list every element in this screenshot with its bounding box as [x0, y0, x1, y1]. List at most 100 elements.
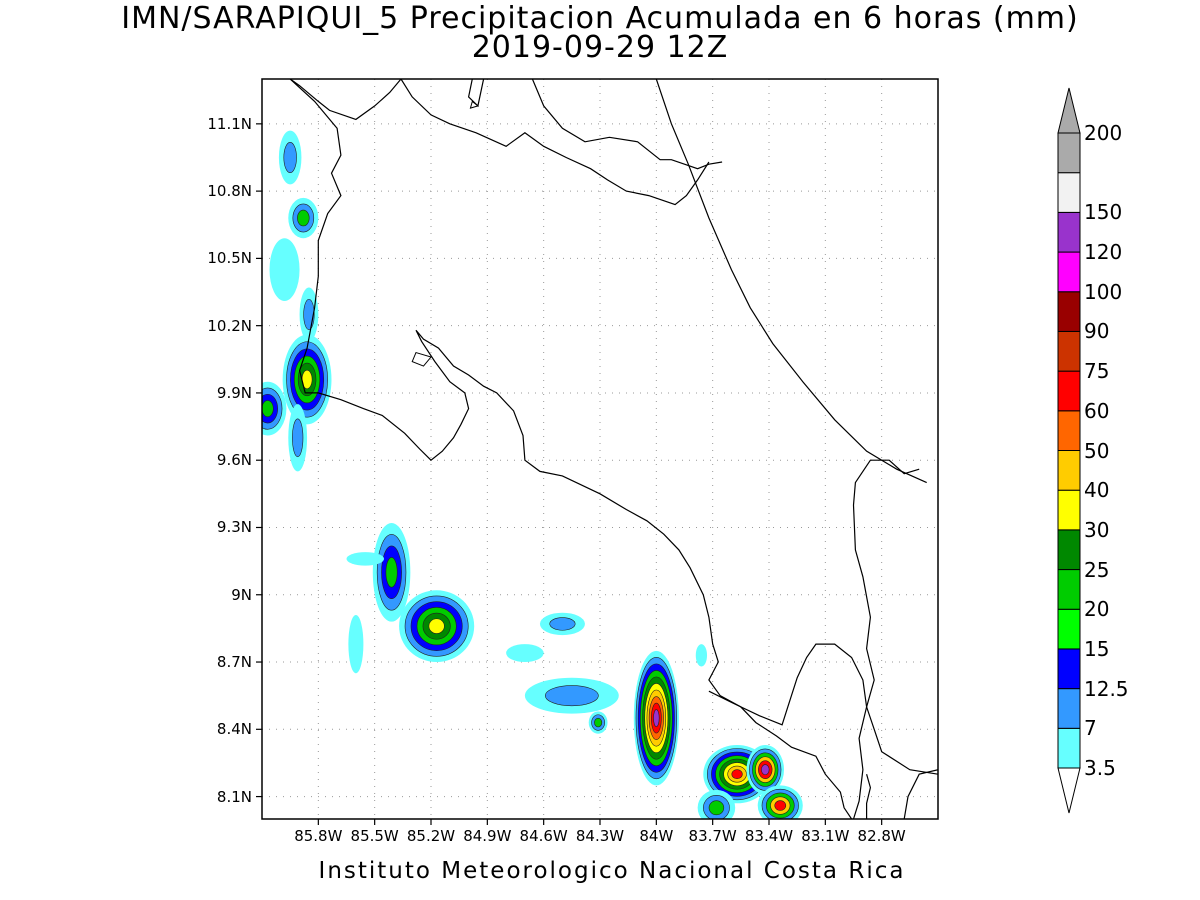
precip-contour — [283, 141, 297, 173]
precip-cell — [506, 644, 544, 663]
plot-frame — [261, 78, 939, 820]
lat-tick-label: 10.5N — [207, 249, 252, 268]
lat-tick-label: 9.3N — [216, 518, 252, 537]
colorbar-swatch — [1057, 489, 1081, 531]
precip-cell — [372, 523, 411, 622]
precip-cell — [288, 197, 319, 239]
lat-tick-label: 10.8N — [207, 182, 252, 201]
chart-subtitle-date: 2019-09-29 12Z — [471, 30, 729, 65]
precip-cell — [757, 785, 803, 819]
precip-contour — [297, 209, 310, 227]
precip-contour — [653, 709, 660, 727]
colorbar-swatch — [1057, 251, 1081, 293]
precip-contour — [549, 617, 576, 631]
colorbar-label: 12.5 — [1084, 676, 1129, 701]
colorbar-swatch — [1057, 688, 1081, 729]
colorbar-swatch — [1057, 172, 1081, 213]
precip-cell — [399, 590, 475, 663]
lat-tick-label: 8.4N — [216, 720, 252, 739]
colorbar-under-triangle — [1057, 767, 1081, 814]
precip-cell — [588, 711, 608, 734]
colorbar-label: 3.5 — [1084, 756, 1116, 780]
colorbar-swatch — [1057, 648, 1081, 690]
colorbar-label: 75 — [1084, 359, 1110, 384]
coastline — [708, 643, 938, 775]
colorbar — [1057, 87, 1081, 814]
precip-cell — [348, 614, 364, 674]
precip-contour — [348, 614, 364, 674]
coastline — [903, 769, 938, 819]
coastline — [289, 79, 853, 819]
lon-tick-label: 83.7W — [688, 827, 737, 845]
coastline — [655, 79, 927, 484]
lon-tick-label: 82.8W — [857, 827, 906, 845]
chart-title: IMN/SARAPIQUI_5 Precipitacion Acumulada … — [121, 1, 1079, 36]
lon-tick-label: 83.1W — [801, 827, 850, 845]
colorbar-swatch — [1057, 450, 1081, 491]
lon-tick-label: 84.6W — [519, 827, 568, 845]
precip-cell — [524, 677, 619, 714]
precip-shading — [262, 130, 803, 819]
lon-tick-label: 85.2W — [406, 827, 456, 845]
precip-contour — [292, 418, 304, 458]
precip-cell — [539, 612, 585, 636]
precip-contour — [428, 618, 445, 634]
colorbar-label: 30 — [1084, 517, 1110, 542]
precip-contour — [761, 764, 770, 776]
precip-contour — [385, 557, 398, 588]
precip-cell — [697, 789, 736, 819]
precip-cell — [262, 381, 287, 436]
colorbar-swatch — [1057, 608, 1081, 650]
colorbar-label: 7 — [1084, 716, 1097, 741]
lat-tick-label: 10.2N — [207, 316, 252, 335]
colorbar-swatch — [1057, 330, 1081, 372]
colorbar-over-triangle — [1057, 87, 1081, 134]
lat-tick-label: 8.1N — [216, 787, 252, 806]
lon-tick-label: 84.3W — [575, 827, 625, 845]
lat-tick-label: 11.1N — [207, 114, 252, 133]
precip-contour — [708, 800, 725, 816]
precip-contour — [594, 717, 603, 728]
colorbar-label: 20 — [1084, 597, 1110, 622]
colorbar-swatch — [1057, 291, 1081, 332]
precip-cell — [288, 404, 308, 472]
colorbar-label: 120 — [1084, 240, 1123, 265]
precip-contour — [506, 644, 544, 663]
colorbar-label: 150 — [1084, 200, 1123, 225]
coastline — [865, 774, 872, 819]
colorbar-label: 50 — [1084, 438, 1110, 463]
precip-cell — [633, 650, 679, 786]
lat-tick-label: 9.9N — [216, 383, 252, 402]
colorbar-swatch — [1057, 132, 1081, 174]
precip-contour — [774, 800, 787, 811]
lon-tick-label: 85.8W — [294, 827, 343, 845]
precip-contour — [695, 644, 708, 667]
precip-cell — [695, 644, 708, 667]
precip-cell — [282, 334, 332, 425]
colorbar-swatch — [1057, 370, 1081, 412]
colorbar-swatch — [1057, 211, 1081, 253]
precip-contour — [731, 769, 743, 780]
precip-cell — [278, 130, 302, 185]
coastline — [852, 459, 920, 819]
precip-contour — [269, 238, 300, 301]
island — [469, 100, 480, 109]
colorbar-label: 25 — [1084, 557, 1110, 582]
precip-contour — [346, 552, 385, 566]
colorbar-label: 15 — [1084, 636, 1110, 661]
coastlines — [289, 79, 938, 819]
colorbar-label: 200 — [1084, 121, 1123, 145]
lat-tick-label: 9.6N — [216, 451, 252, 470]
colorbar-swatch — [1057, 727, 1081, 769]
colorbar-swatch — [1057, 529, 1081, 571]
precip-contour — [544, 685, 599, 707]
colorbar-swatch — [1057, 569, 1081, 610]
precip-contour — [303, 298, 315, 330]
lat-tick-label: 9N — [231, 585, 252, 604]
lon-tick-label: 84.9W — [463, 827, 512, 845]
coastline — [467, 79, 485, 108]
colorbar-swatch — [1057, 410, 1081, 451]
lon-tick-label: 84W — [639, 827, 674, 845]
precip-cell — [269, 238, 300, 301]
colorbar-label: 90 — [1084, 319, 1110, 344]
